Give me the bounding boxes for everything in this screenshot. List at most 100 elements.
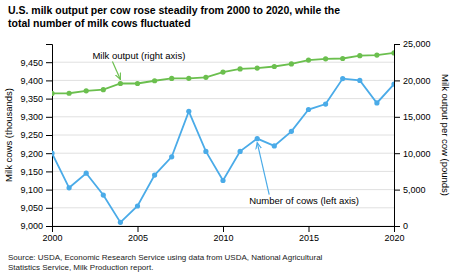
point bbox=[391, 50, 394, 55]
point bbox=[52, 91, 55, 96]
point bbox=[203, 149, 208, 154]
point bbox=[67, 91, 72, 96]
tick-mark bbox=[46, 80, 52, 81]
point bbox=[84, 171, 89, 176]
annotation-arrow bbox=[257, 143, 269, 195]
tick-mark bbox=[46, 117, 52, 118]
tick-label: 2010 bbox=[213, 233, 233, 243]
grid-line bbox=[52, 135, 394, 136]
point bbox=[323, 56, 328, 61]
tick-label: 9,350 bbox=[20, 94, 43, 104]
point bbox=[135, 81, 140, 86]
axis-line bbox=[395, 45, 401, 227]
point bbox=[255, 65, 260, 70]
grid-line bbox=[52, 62, 394, 63]
tick-mark bbox=[394, 153, 400, 154]
point bbox=[152, 172, 157, 177]
point bbox=[357, 53, 362, 58]
tick-label: 9,150 bbox=[20, 167, 43, 177]
point bbox=[52, 151, 55, 156]
tick-label: 9,450 bbox=[20, 58, 43, 68]
tick: 2005 bbox=[128, 226, 148, 243]
tick: 25,000 bbox=[394, 39, 431, 49]
tick-mark bbox=[394, 80, 400, 81]
source: Source: USDA, Economic Research Service … bbox=[8, 253, 323, 272]
tick-label: 9,300 bbox=[20, 112, 43, 122]
tick-mark bbox=[46, 153, 52, 154]
tick: 5,000 bbox=[394, 185, 426, 195]
y-axis-title: Milk cows (thousands) bbox=[3, 88, 14, 182]
tick-mark bbox=[46, 135, 52, 136]
tick-label: 2000 bbox=[42, 233, 62, 243]
point bbox=[169, 154, 174, 159]
point bbox=[255, 136, 260, 141]
point bbox=[135, 203, 140, 208]
grid bbox=[52, 62, 394, 226]
annotation: Number of cows (left axis) bbox=[249, 195, 359, 206]
point bbox=[118, 81, 123, 86]
grid-line bbox=[52, 153, 394, 154]
annotation-arrow bbox=[112, 61, 120, 79]
point bbox=[101, 192, 106, 197]
tick: 9,200 bbox=[20, 149, 52, 159]
line bbox=[52, 79, 394, 223]
point bbox=[272, 64, 277, 69]
tick-mark bbox=[46, 208, 52, 209]
tick-label: 25,000 bbox=[403, 39, 431, 49]
point bbox=[101, 87, 106, 92]
tick-mark bbox=[46, 99, 52, 100]
grid-line bbox=[52, 171, 394, 172]
point bbox=[84, 88, 89, 93]
grid-line bbox=[52, 98, 394, 99]
point bbox=[186, 76, 191, 81]
tick: 2010 bbox=[213, 226, 233, 243]
axis-line bbox=[46, 45, 53, 227]
tick: 2000 bbox=[42, 226, 62, 243]
point bbox=[186, 109, 191, 114]
point bbox=[391, 81, 394, 86]
point bbox=[374, 52, 379, 57]
tick: 9,400 bbox=[20, 76, 52, 86]
tick-mark bbox=[394, 226, 400, 227]
tick-mark bbox=[138, 226, 139, 232]
tick-label: 2020 bbox=[384, 233, 404, 243]
point bbox=[306, 58, 311, 63]
tick-mark bbox=[394, 117, 400, 118]
marks bbox=[52, 50, 394, 225]
tick-label: 9,250 bbox=[20, 130, 43, 140]
annotations: Milk output (right axis)Number of cows (… bbox=[92, 50, 359, 205]
tick-label: 0 bbox=[403, 221, 408, 231]
tick: 2020 bbox=[384, 226, 404, 243]
tick-mark bbox=[394, 190, 400, 191]
tick-label: 15,000 bbox=[403, 112, 431, 122]
tick: 9,300 bbox=[20, 112, 52, 122]
chart: U.S. milk output per cow rose steadily f… bbox=[0, 0, 450, 276]
tick: 9,250 bbox=[20, 130, 52, 140]
tick-label: 2005 bbox=[128, 233, 148, 243]
title: U.S. milk output per cow rose steadily f… bbox=[8, 4, 340, 29]
tick: 9,150 bbox=[20, 167, 52, 177]
tick-mark bbox=[309, 226, 310, 232]
tick: 9,450 bbox=[20, 58, 52, 68]
point bbox=[272, 143, 277, 148]
grid-line bbox=[52, 116, 394, 117]
tick-mark bbox=[46, 62, 52, 63]
y-axis: 9,0009,0509,1009,1509,2009,2509,3009,350… bbox=[20, 45, 52, 232]
tick-label: 9,400 bbox=[20, 76, 43, 86]
point bbox=[306, 107, 311, 112]
tick-label: 9,000 bbox=[20, 221, 43, 231]
tick-label: 2015 bbox=[299, 233, 319, 243]
point bbox=[289, 129, 294, 134]
point bbox=[238, 149, 243, 154]
point bbox=[323, 101, 328, 106]
tick-mark bbox=[46, 226, 52, 227]
tick-mark bbox=[223, 226, 224, 232]
tick: 9,100 bbox=[20, 185, 52, 195]
point bbox=[118, 220, 123, 225]
tick: 10,000 bbox=[394, 149, 431, 159]
point bbox=[220, 69, 225, 74]
tick-mark bbox=[46, 171, 52, 172]
tick: 20,000 bbox=[394, 76, 431, 86]
y2-axis-title: Milk output per cow (pounds) bbox=[440, 74, 450, 196]
point bbox=[220, 178, 225, 183]
